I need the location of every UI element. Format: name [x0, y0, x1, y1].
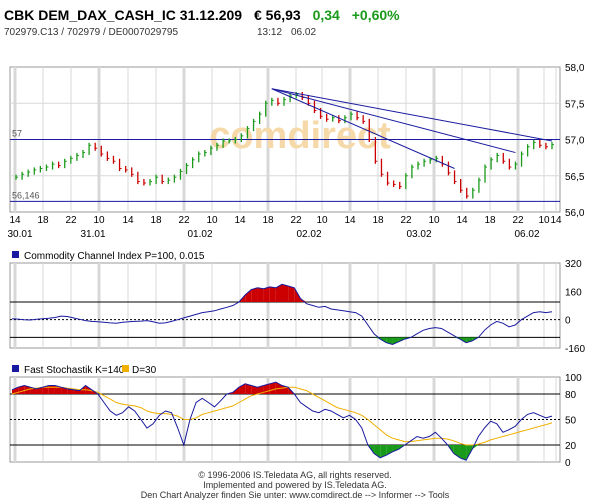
stoch-y-tick: 80: [565, 390, 577, 401]
cci-overbought-fill: [300, 298, 307, 302]
stoch-overbought-fill: [257, 385, 264, 394]
cci-overbought-fill: [288, 286, 295, 302]
stoch-y-tick: 0: [565, 458, 571, 469]
reference-line-label: 57: [12, 129, 22, 139]
x-tick-hour: 18: [150, 215, 162, 226]
x-tick-hour: 18: [372, 215, 384, 226]
x-tick-date: 03.02: [406, 229, 431, 240]
price-y-tick: 57,0: [565, 136, 585, 147]
stoch-oversold-fill: [380, 445, 387, 458]
quote-date: 06.02: [291, 27, 317, 38]
stoch-overbought-fill: [251, 385, 258, 394]
footer-powered: Implemented and powered by IS.Teledata A…: [203, 480, 387, 490]
price-y-tick: 58,0: [565, 63, 585, 74]
cci-overbought-fill: [275, 284, 282, 302]
stoch-oversold-fill: [466, 445, 473, 461]
stoch-overbought-fill: [239, 383, 246, 394]
x-tick-hour: 18: [484, 215, 496, 226]
x-tick-hour: 14: [234, 215, 246, 226]
cci-title: Commodity Channel Index P=100, 0.015: [24, 251, 205, 262]
trend-line: [271, 88, 516, 154]
x-tick-date: 30.01: [7, 229, 32, 240]
x-tick-hour: 18: [37, 215, 49, 226]
cci-panel-frame: [9, 262, 561, 349]
instrument-name: CBK DEM_DAX_CASH_IC 31.12.209: [4, 7, 243, 23]
price-y-tick: 56,0: [565, 208, 585, 219]
x-tick-hour: 10: [206, 215, 218, 226]
cci-overbought-fill: [263, 286, 270, 302]
stoch-oversold-fill: [459, 445, 467, 461]
x-tick-hour: 14: [456, 215, 468, 226]
instrument-ids: 702979.C13 / 702979 / DE0007029795: [4, 27, 179, 38]
cci-legend-swatch: [12, 251, 19, 258]
trend-line: [271, 88, 455, 169]
x-tick-hour: 22: [400, 215, 412, 226]
stoch-legend-swatch: [12, 365, 19, 372]
trend-line: [271, 88, 553, 142]
x-tick-hour: 10: [93, 215, 105, 226]
stoch-title: Fast Stochastik K=140: [24, 365, 125, 376]
watermark: comdirect: [209, 115, 391, 157]
cci-oversold-fill: [392, 337, 399, 345]
x-tick-hour: 14: [550, 215, 562, 226]
x-tick-hour: 22: [65, 215, 77, 226]
stoch-y-tick: 50: [565, 416, 577, 427]
stoch-oversold-fill: [392, 445, 399, 452]
cci-y-tick: 160: [565, 287, 582, 298]
stoch-overbought-fill: [269, 382, 276, 394]
cci-line: [11, 283, 553, 346]
x-tick-hour: 22: [512, 215, 524, 226]
cci-y-tick: 0: [565, 316, 571, 327]
price-change-percent: +0,60%: [351, 7, 400, 23]
last-price: € 56,93: [253, 7, 301, 23]
stoch-d-legend-swatch: [122, 365, 129, 372]
cci-oversold-fill: [466, 337, 473, 343]
x-tick-hour: 14: [9, 215, 21, 226]
stoch-overbought-fill: [245, 383, 252, 394]
stoch-oversold-fill: [386, 445, 393, 456]
x-tick-hour: 14: [344, 215, 356, 226]
cci-overbought-fill: [282, 284, 289, 302]
stoch-y-tick: 20: [565, 441, 577, 452]
chart-header: CBK DEM_DAX_CASH_IC 31.12.209 € 56,93 0,…: [4, 7, 408, 23]
cci-overbought-fill: [257, 287, 264, 302]
x-tick-hour: 22: [178, 215, 190, 226]
price-y-tick: 57,5: [565, 99, 585, 110]
cci-y-tick: -160: [565, 344, 585, 355]
x-tick-date: 06.02: [514, 229, 539, 240]
footer-info: Den Chart Analyzer finden Sie unter: www…: [140, 490, 450, 500]
cci-overbought-fill: [245, 289, 252, 302]
x-tick-date: 01.02: [187, 229, 212, 240]
quote-time: 13:12: [257, 27, 283, 38]
stoch-oversold-fill: [453, 445, 460, 458]
footer-copyright: © 1996-2006 IS.Teledata AG, all rights r…: [198, 470, 392, 480]
stoch-d-line: [11, 386, 553, 446]
x-tick-hour: 14: [122, 215, 134, 226]
cci-overbought-fill: [251, 287, 258, 302]
stoch-overbought-fill: [67, 388, 74, 394]
cci-y-tick: 320: [565, 259, 582, 270]
stoch-d-legend: D=30: [132, 365, 157, 376]
stoch-k-line: [11, 381, 553, 461]
x-tick-hour: 10: [316, 215, 328, 226]
stoch-y-tick: 100: [565, 373, 582, 384]
stoch-oversold-fill: [374, 445, 381, 458]
x-tick-date: 02.02: [296, 229, 321, 240]
price-y-tick: 56,5: [565, 172, 585, 183]
x-tick-hour: 22: [290, 215, 302, 226]
x-tick-hour: 18: [262, 215, 274, 226]
reference-line-label: 56,146: [12, 190, 40, 200]
x-tick-hour: 10: [538, 215, 550, 226]
x-tick-hour: 10: [428, 215, 440, 226]
cci-overbought-fill: [269, 286, 276, 302]
x-tick-date: 31.01: [80, 229, 105, 240]
price-change: 0,34: [312, 7, 340, 23]
